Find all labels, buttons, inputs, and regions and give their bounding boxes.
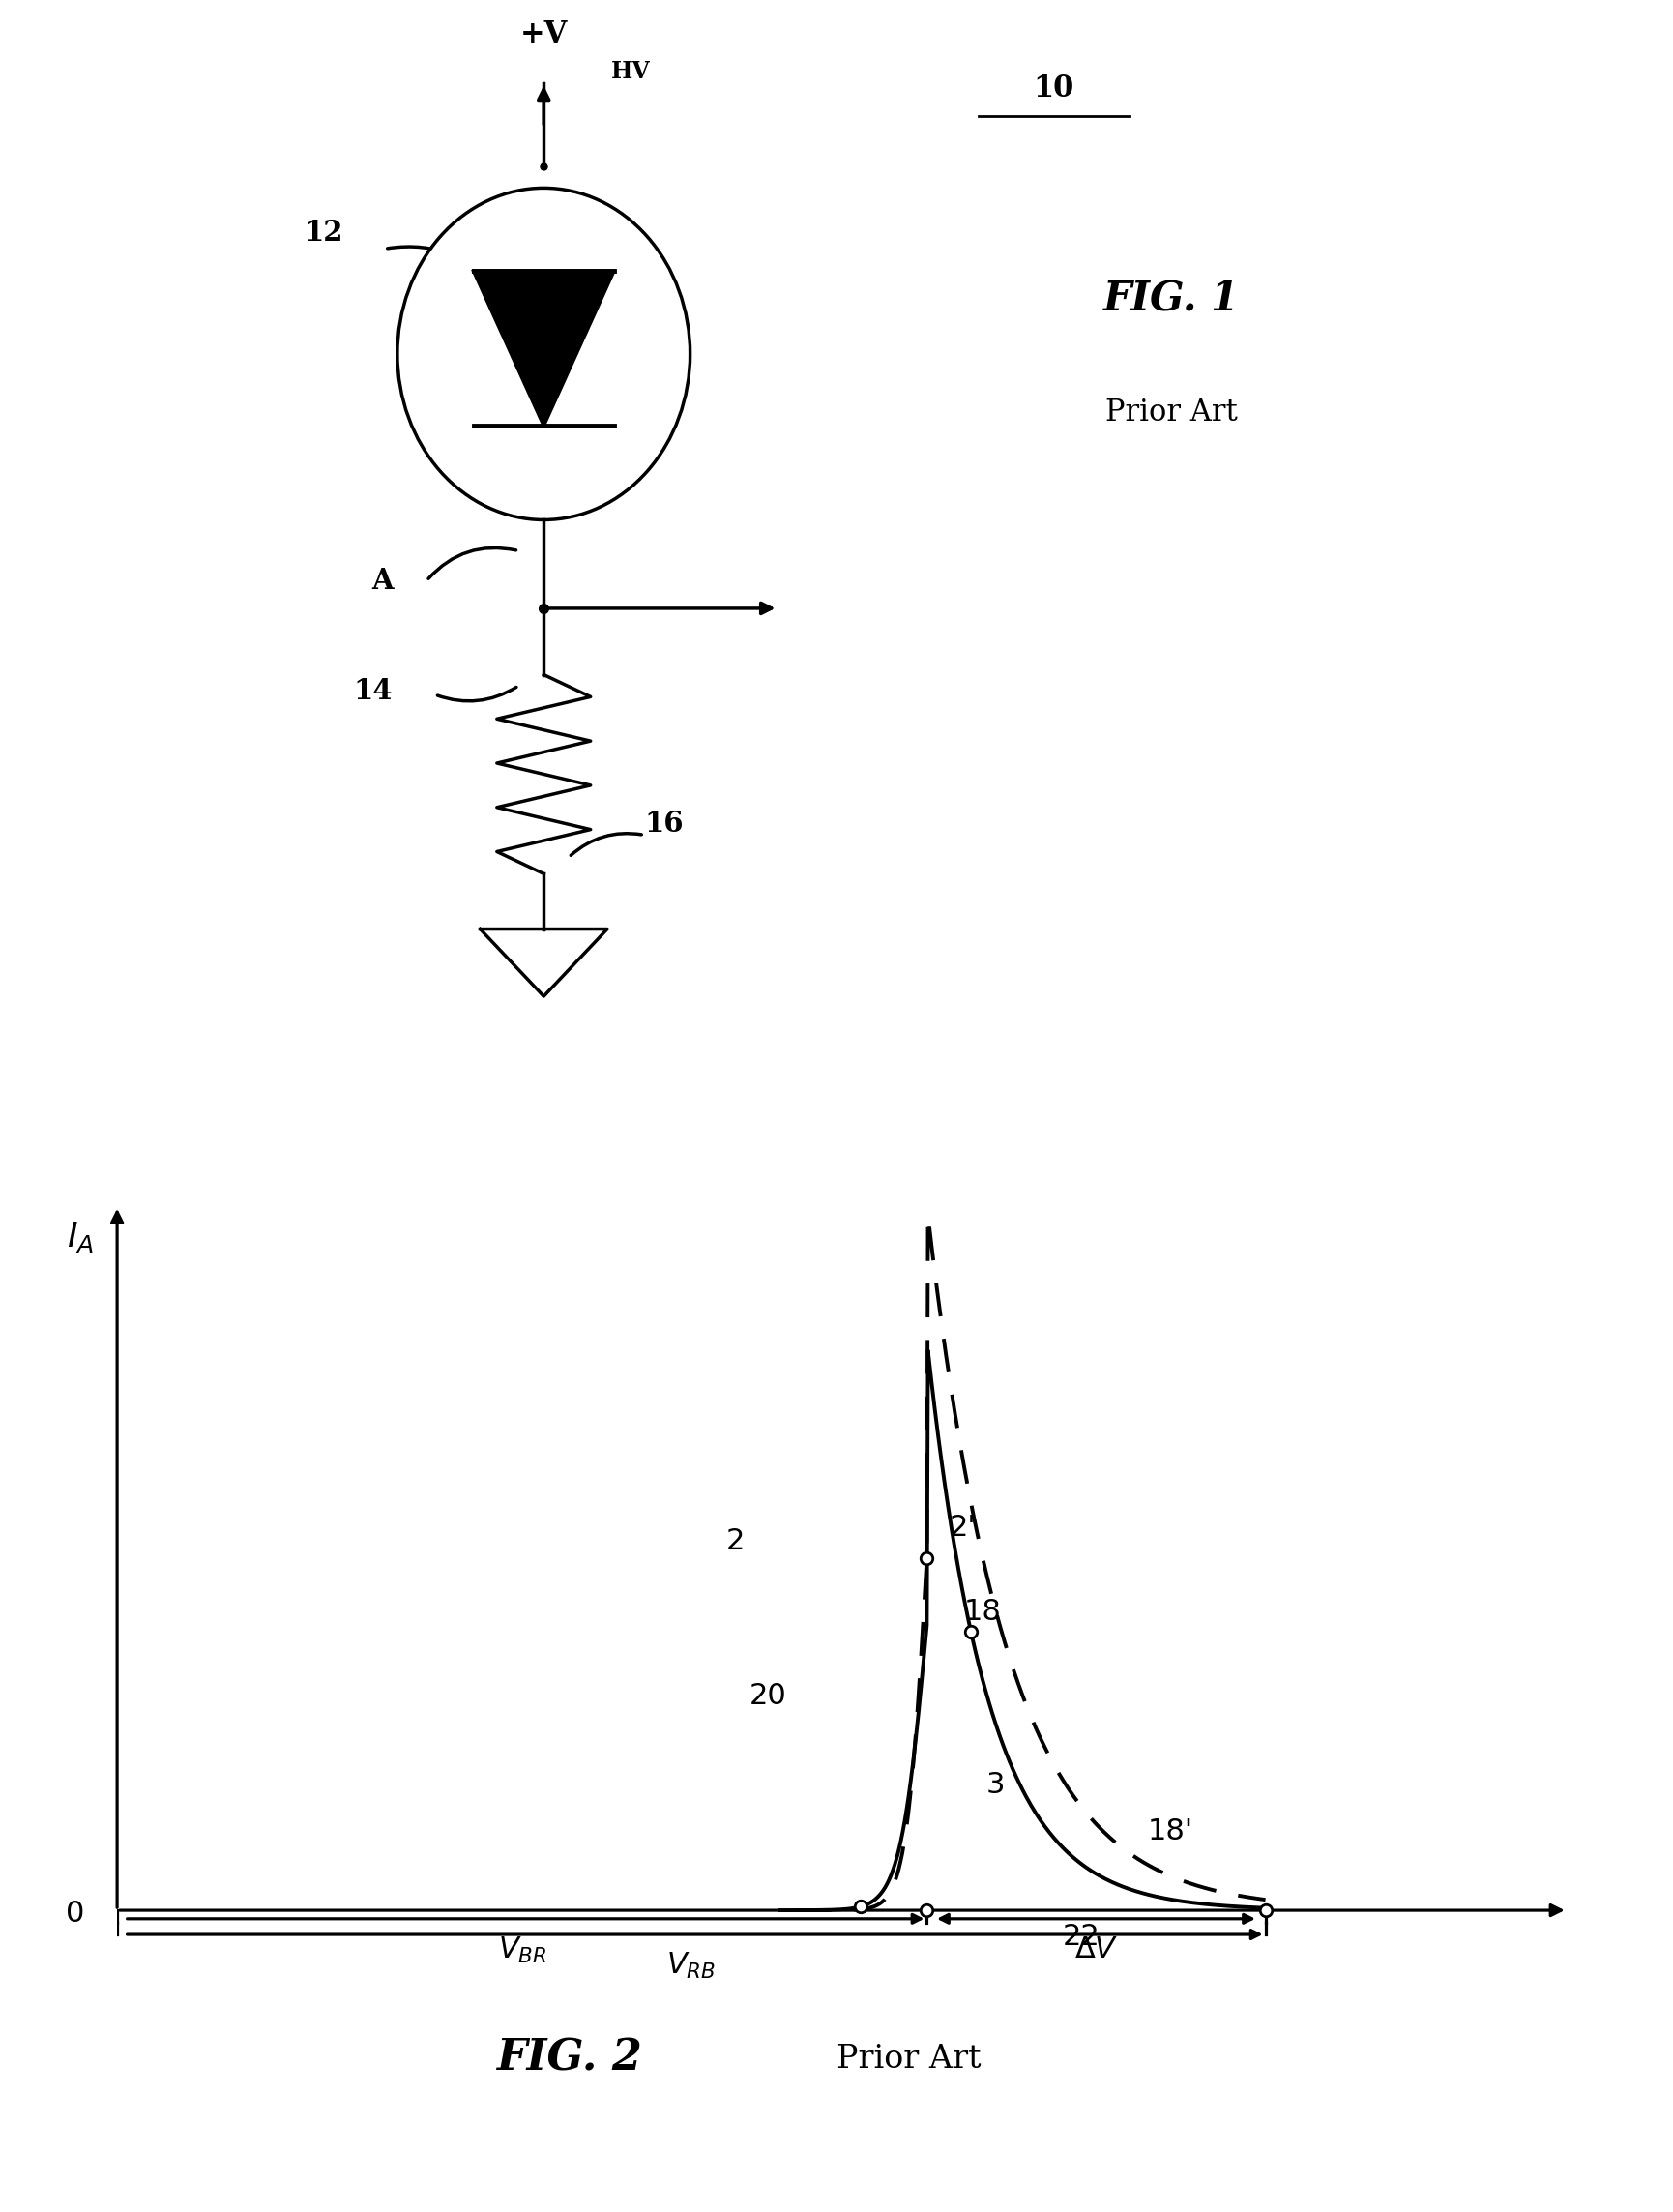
Text: 2': 2' [949, 1513, 975, 1542]
Text: 22: 22 [1062, 1922, 1101, 1951]
Text: $I_A$: $I_A$ [67, 1219, 94, 1254]
Text: A: A [371, 566, 393, 595]
FancyArrowPatch shape [570, 834, 641, 856]
Text: 18: 18 [964, 1597, 1000, 1626]
Text: 12: 12 [304, 219, 343, 246]
Text: 20: 20 [750, 1681, 786, 1710]
FancyArrowPatch shape [428, 549, 515, 580]
Text: 2: 2 [726, 1526, 744, 1555]
Text: $V_{BR}$: $V_{BR}$ [497, 1936, 547, 1966]
FancyArrowPatch shape [388, 248, 500, 301]
Text: HV: HV [611, 60, 649, 82]
Text: +V: +V [520, 20, 567, 49]
Text: 14: 14 [355, 677, 393, 706]
Ellipse shape [398, 188, 691, 520]
Text: 10: 10 [1034, 73, 1074, 104]
Text: 18': 18' [1148, 1818, 1193, 1845]
Text: $\Delta V$: $\Delta V$ [1074, 1936, 1118, 1964]
Text: Prior Art: Prior Art [836, 2044, 980, 2075]
Text: FIG. 1: FIG. 1 [1103, 279, 1240, 319]
FancyArrowPatch shape [438, 688, 517, 701]
Text: FIG. 2: FIG. 2 [495, 2037, 642, 2079]
Text: 0: 0 [65, 1900, 85, 1927]
Text: $V_{RB}$: $V_{RB}$ [666, 1951, 716, 1982]
Text: Prior Art: Prior Art [1104, 398, 1238, 427]
Text: 16: 16 [644, 810, 683, 838]
Text: 3: 3 [985, 1770, 1004, 1798]
Polygon shape [473, 270, 614, 425]
